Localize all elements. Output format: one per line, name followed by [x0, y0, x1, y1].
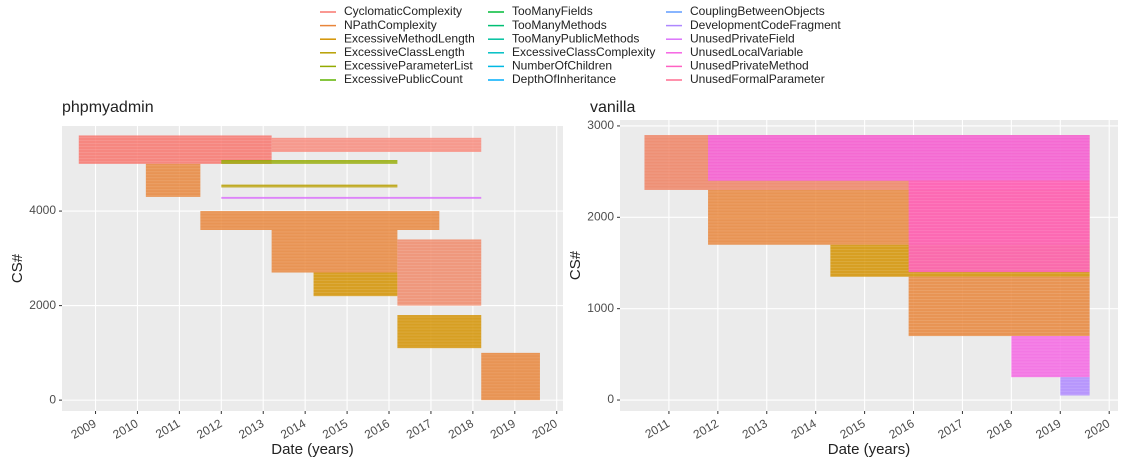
x-tick-label: 2012 — [691, 416, 721, 442]
x-tick-label: 2017 — [404, 416, 434, 442]
smell-area — [1011, 336, 1090, 378]
y-tick-label: 1000 — [587, 301, 614, 315]
smell-block — [145, 163, 201, 197]
legend-label: NumberOfChildren — [512, 59, 612, 73]
x-tick-label: 2019 — [488, 416, 518, 442]
smell-area — [1060, 377, 1090, 396]
legend-label: CouplingBetweenObjects — [690, 4, 825, 18]
smell-block — [397, 239, 482, 306]
smell-area — [908, 180, 1090, 273]
smell-block — [221, 160, 398, 164]
smell-block — [221, 184, 398, 188]
x-tick-label: 2014 — [278, 416, 308, 442]
legend-label: ExcessiveClassLength — [344, 45, 465, 59]
legend-label: ExcessiveClassComplexity — [512, 45, 655, 59]
x-tick-label: 2009 — [69, 416, 99, 442]
smell-block — [397, 315, 482, 349]
smell-block — [78, 135, 272, 164]
x-tick-label: 2017 — [935, 416, 965, 442]
x-tick-label: 2018 — [446, 416, 476, 442]
y-tick-label: 0 — [607, 392, 614, 406]
x-tick-label: 2020 — [1082, 416, 1112, 442]
x-tick-label: 2011 — [153, 416, 183, 441]
smell-block — [313, 272, 398, 297]
legend-label: TooManyPublicMethods — [512, 31, 639, 45]
y-axis-title: CS# — [567, 250, 584, 280]
x-tick-label: 2011 — [643, 416, 673, 441]
smell-block — [1011, 336, 1090, 378]
x-tick-label: 2013 — [236, 416, 266, 442]
x-tick-label: 2019 — [1033, 416, 1063, 442]
y-tick-label: 3000 — [587, 118, 614, 132]
smell-block — [908, 180, 1090, 273]
legend-label: NPathComplexity — [344, 18, 437, 32]
smell-area — [221, 196, 482, 199]
legend-label: ExcessiveParameterList — [344, 59, 473, 73]
x-axis-title: Date (years) — [271, 441, 354, 458]
x-tick-label: 2012 — [194, 416, 224, 442]
legend-label: UnusedFormalParameter — [690, 72, 825, 86]
y-tick-label: 2000 — [587, 209, 614, 223]
smell-area — [145, 163, 201, 197]
legend-label: DevelopmentCodeFragment — [690, 18, 841, 32]
legend-label: ExcessiveMethodLength — [344, 31, 475, 45]
x-tick-label: 2010 — [110, 416, 140, 442]
smell-block — [200, 211, 440, 230]
panel-title: vanilla — [590, 99, 635, 116]
smell-block — [481, 352, 540, 401]
smell-area — [313, 272, 398, 297]
x-tick-label: 2015 — [320, 416, 350, 442]
x-tick-label: 2016 — [886, 416, 916, 442]
smell-area — [221, 160, 398, 164]
smell-block — [221, 196, 482, 199]
smell-block — [908, 276, 1090, 337]
legend-label: TooManyFields — [512, 4, 593, 18]
smell-block — [271, 229, 398, 273]
smell-block — [271, 137, 482, 153]
x-tick-label: 2016 — [362, 416, 392, 442]
legend-label: UnusedLocalVariable — [690, 45, 804, 59]
x-tick-label: 2018 — [984, 416, 1014, 442]
smell-area — [271, 137, 482, 152]
smell-area — [397, 239, 482, 306]
x-tick-label: 2020 — [530, 416, 560, 442]
x-tick-label: 2015 — [838, 416, 868, 442]
smell-area — [708, 135, 1090, 181]
legend-label: UnusedPrivateField — [690, 31, 795, 45]
smell-area — [481, 352, 540, 401]
smell-area — [908, 276, 1090, 337]
panel-title: phpmyadmin — [62, 99, 154, 116]
legend: CyclomaticComplexityNPathComplexityExces… — [320, 4, 841, 86]
legend-label: TooManyMethods — [512, 18, 607, 32]
x-tick-label: 2013 — [740, 416, 770, 442]
smell-block — [708, 135, 1090, 181]
y-axis-title: CS# — [9, 253, 26, 283]
smell-area — [221, 184, 398, 188]
x-tick-label: 2014 — [789, 416, 819, 442]
y-tick-label: 0 — [49, 392, 56, 406]
smell-area — [271, 229, 398, 273]
smell-block — [1060, 377, 1090, 396]
y-tick-label: 2000 — [29, 298, 56, 312]
y-tick-label: 4000 — [29, 203, 56, 217]
smell-area — [200, 211, 440, 230]
smell-area — [78, 135, 272, 164]
legend-label: CyclomaticComplexity — [344, 4, 462, 18]
legend-label: UnusedPrivateMethod — [690, 59, 809, 73]
smell-area — [397, 315, 482, 349]
legend-label: DepthOfInheritance — [512, 72, 616, 86]
legend-label: ExcessivePublicCount — [344, 72, 463, 86]
x-axis-title: Date (years) — [828, 441, 911, 458]
